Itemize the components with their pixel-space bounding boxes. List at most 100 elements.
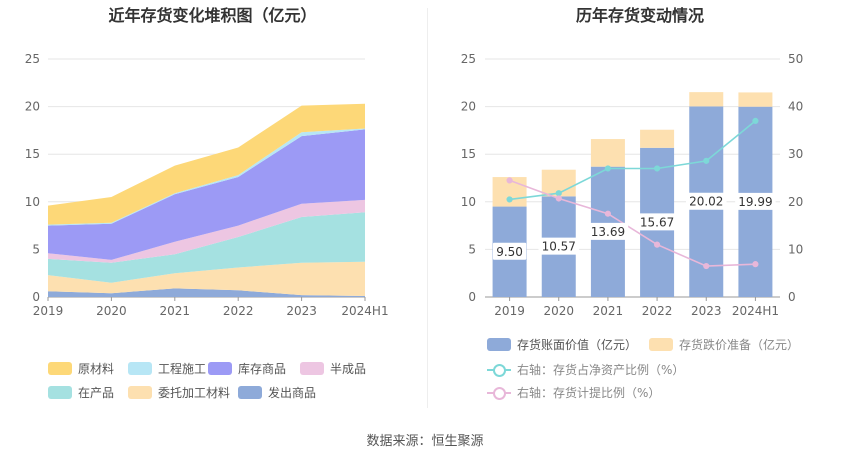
left-x-tick-label: 2021 xyxy=(160,304,191,318)
area-委托加工材料 xyxy=(48,261,365,296)
right-x-tick-label: 2024H1 xyxy=(732,304,779,318)
left-chart-title: 近年存货变化堆积图（亿元） xyxy=(108,6,317,25)
legend-swatch xyxy=(48,386,72,399)
left-x-tick-label: 2020 xyxy=(96,304,127,318)
left-legend-item[interactable]: 工程施工 xyxy=(128,360,206,377)
point-provision-ratio xyxy=(752,261,759,268)
right-legend-item[interactable]: 右轴：存货计提比例（%） xyxy=(487,384,660,401)
bar-value-label-bg xyxy=(587,222,629,240)
right-y2-tick-label: 10 xyxy=(788,242,803,256)
right-y-tick-label: 0 xyxy=(468,290,476,304)
legend-swatch xyxy=(649,338,673,351)
bar-impairment xyxy=(689,92,724,107)
right-x-tick-label: 2022 xyxy=(642,304,673,318)
bar-value-label-bg xyxy=(686,192,727,210)
legend-swatch xyxy=(487,338,511,351)
line-provision-ratio xyxy=(509,179,756,267)
legend-swatch xyxy=(238,386,262,399)
right-chart-title: 历年存货变动情况 xyxy=(575,6,704,25)
right-y2-tick-label: 30 xyxy=(788,147,803,161)
legend-swatch xyxy=(487,363,511,377)
bar-value-label-bg xyxy=(636,213,678,231)
right-legend-item[interactable]: 右轴：存货占净资产比例（%） xyxy=(487,361,684,378)
bar-value-label: 19.99 xyxy=(738,195,772,209)
right-x-tick-label: 2019 xyxy=(494,304,525,318)
point-ratio-net-assets xyxy=(555,190,562,197)
left-x-tick-label: 2022 xyxy=(223,304,254,318)
point-ratio-net-assets xyxy=(506,196,513,203)
left-x-tick-label: 2019 xyxy=(33,304,64,318)
point-ratio-net-assets xyxy=(703,157,710,164)
right-x-tick-label: 2021 xyxy=(593,304,624,318)
legend-swatch xyxy=(300,362,324,375)
legend-label: 发出商品 xyxy=(268,386,317,400)
area-原材料 xyxy=(48,103,365,225)
area-在产品 xyxy=(48,212,365,283)
left-legend-item[interactable]: 在产品 xyxy=(48,384,114,401)
legend-swatch xyxy=(48,362,72,375)
right-y2-tick-label: 20 xyxy=(788,195,803,209)
right-legend-item[interactable]: 存货跌价准备（亿元） xyxy=(649,336,799,353)
right-y-tick-label: 10 xyxy=(461,195,476,209)
right-x-tick-label: 2020 xyxy=(543,304,574,318)
legend-swatch xyxy=(208,362,232,375)
left-y-tick-label: 5 xyxy=(32,242,40,256)
point-provision-ratio xyxy=(604,210,612,217)
point-provision-ratio xyxy=(506,177,513,184)
legend-label: 工程施工 xyxy=(158,362,207,376)
bar-value-label: 15.67 xyxy=(640,215,674,229)
legend-label: 库存商品 xyxy=(238,362,287,376)
left-legend-item[interactable]: 半成品 xyxy=(300,360,366,377)
bar-value-label: 13.69 xyxy=(591,225,625,239)
line-ratio-net-assets xyxy=(509,120,756,201)
right-y2-tick-label: 50 xyxy=(788,52,803,66)
legend-swatch xyxy=(487,386,511,400)
left-legend-item[interactable]: 库存商品 xyxy=(208,360,286,377)
bar-value-label: 9.50 xyxy=(496,245,523,259)
area-库存商品 xyxy=(48,129,365,260)
right-y-tick-label: 25 xyxy=(461,52,476,66)
panel-divider xyxy=(427,8,428,408)
legend-swatch xyxy=(128,386,152,399)
legend-label: 委托加工材料 xyxy=(158,386,231,400)
bar-impairment xyxy=(738,92,773,107)
right-legend-item[interactable]: 存货账面价值（亿元） xyxy=(487,336,637,353)
right-y-tick-label: 20 xyxy=(461,100,476,114)
left-y-tick-label: 0 xyxy=(32,290,40,304)
left-legend-item[interactable]: 原材料 xyxy=(48,360,114,377)
left-y-tick-label: 25 xyxy=(25,52,40,66)
data-source: 数据来源：恒生聚源 xyxy=(366,434,484,449)
left-y-tick-label: 20 xyxy=(25,100,40,114)
right-y2-tick-label: 0 xyxy=(788,290,796,304)
bar-value-label: 10.57 xyxy=(542,240,576,254)
left-legend-item[interactable]: 发出商品 xyxy=(238,384,316,401)
legend-swatch xyxy=(128,362,152,375)
point-ratio-net-assets xyxy=(752,117,759,124)
legend-label: 存货账面价值（亿元） xyxy=(517,338,638,352)
area-半成品 xyxy=(48,199,365,263)
area-发出商品 xyxy=(48,288,365,297)
legend-label: 存货跌价准备（亿元） xyxy=(679,338,800,352)
bar-value-label-bg xyxy=(538,237,579,255)
right-y-tick-label: 5 xyxy=(468,242,476,256)
left-x-tick-label: 2023 xyxy=(286,304,317,318)
left-legend-item[interactable]: 委托加工材料 xyxy=(128,384,230,401)
point-provision-ratio xyxy=(703,262,710,270)
left-y-tick-label: 15 xyxy=(25,147,40,161)
point-ratio-net-assets xyxy=(604,165,612,172)
right-x-tick-label: 2023 xyxy=(691,304,722,318)
bar-impairment xyxy=(590,139,625,167)
legend-label: 右轴：存货计提比例（%） xyxy=(517,386,661,400)
point-provision-ratio xyxy=(555,195,562,202)
legend-label: 在产品 xyxy=(78,386,115,400)
left-y-tick-label: 10 xyxy=(25,195,40,209)
legend-label: 原材料 xyxy=(78,362,115,376)
point-ratio-net-assets xyxy=(653,165,661,172)
bar-impairment xyxy=(640,129,675,148)
right-y2-tick-label: 40 xyxy=(788,100,803,114)
bar-value-label-bg xyxy=(492,242,527,260)
bar-value-label-bg xyxy=(735,192,776,210)
left-x-tick-label: 2024H1 xyxy=(341,304,388,318)
legend-label: 半成品 xyxy=(330,362,367,376)
